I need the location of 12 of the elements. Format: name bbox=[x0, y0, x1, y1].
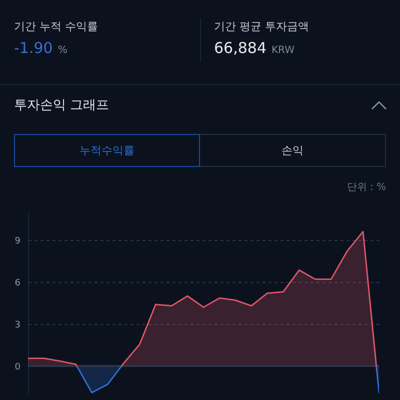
text: 기간 평균 투자금액 bbox=[214, 20, 309, 34]
text: 기간 누적 수익률 bbox=[14, 20, 98, 34]
y-tick-label: 9 bbox=[14, 236, 21, 246]
y-axis-title: 단위 : % bbox=[346, 181, 386, 194]
text: 66,884 KRW bbox=[214, 39, 294, 57]
y-tick-label: 3 bbox=[14, 320, 20, 330]
chart-title: 투자손익 그래프 bbox=[14, 98, 110, 114]
text: -1.90 % bbox=[14, 39, 68, 57]
tab: 손익 bbox=[200, 134, 386, 167]
y-tick-label: 0 bbox=[14, 362, 21, 372]
selected-tab: 누적수익률 bbox=[14, 134, 200, 167]
y-tick-label: 6 bbox=[14, 278, 21, 288]
